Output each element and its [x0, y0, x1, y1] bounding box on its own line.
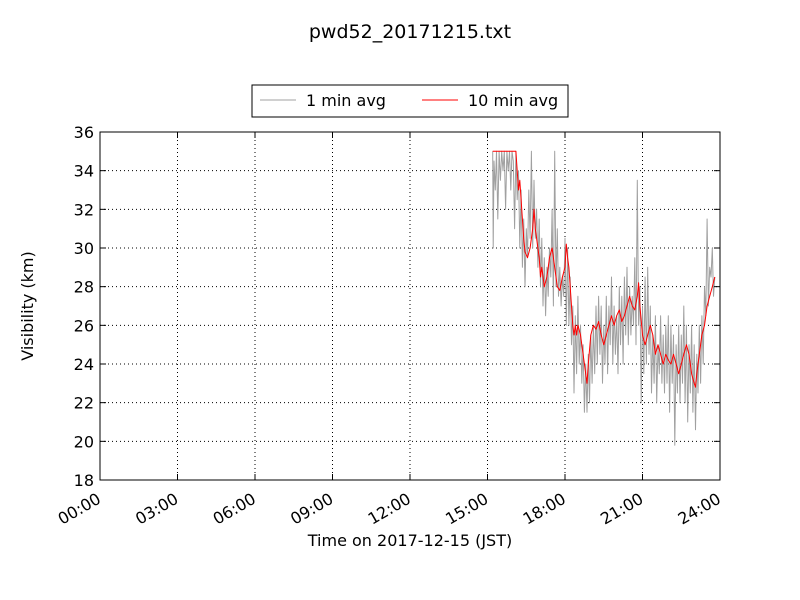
y-tick-label: 28 — [74, 278, 94, 297]
y-tick-label: 34 — [74, 162, 94, 181]
x-tick-label: 06:00 — [210, 489, 259, 529]
series-line-1min — [492, 150, 716, 446]
x-tick-label: 21:00 — [597, 489, 646, 529]
x-tick-label: 00:00 — [55, 489, 104, 529]
y-tick-label: 24 — [74, 355, 94, 374]
x-tick-label: 15:00 — [442, 489, 491, 529]
legend: 1 min avg 10 min avg — [251, 84, 569, 118]
series-layer — [492, 150, 716, 446]
x-tick-label: 09:00 — [287, 489, 336, 529]
legend-label-1min: 1 min avg — [306, 91, 386, 110]
legend-label-10min: 10 min avg — [468, 91, 558, 110]
y-axis-label: Visibility (km) — [18, 251, 37, 360]
y-tick-label: 36 — [74, 123, 94, 142]
legend-frame — [251, 84, 569, 118]
x-tick-label: 24:00 — [675, 489, 724, 529]
y-tick-label: 32 — [74, 200, 94, 219]
x-axis-label: Time on 2017-12-15 (JST) — [307, 531, 512, 550]
y-tick-label: 22 — [74, 394, 94, 413]
x-tick-label: 18:00 — [520, 489, 569, 529]
y-tick-label: 18 — [74, 471, 94, 490]
chart-title: pwd52_20171215.txt — [309, 21, 511, 43]
y-tick-label: 30 — [74, 239, 94, 258]
y-tick-label: 26 — [74, 316, 94, 335]
x-tick-label: 12:00 — [365, 489, 414, 529]
y-tick-label: 20 — [74, 432, 94, 451]
series-line-10min — [492, 150, 716, 388]
plot-frame — [99, 131, 721, 481]
x-tick-label: 03:00 — [132, 489, 181, 529]
